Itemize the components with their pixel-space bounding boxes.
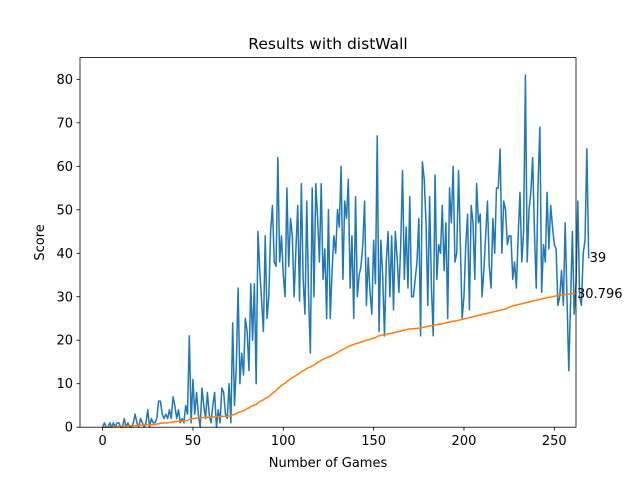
series-1-last-value-label: 39: [590, 251, 607, 266]
y-tick-label: 10: [56, 377, 73, 392]
x-tick-label: 150: [361, 434, 386, 449]
y-tick-label: 60: [56, 160, 73, 175]
y-tick-label: 30: [56, 290, 73, 305]
x-tick-label: 0: [98, 434, 106, 449]
series-2-last-value-label: 30.796: [577, 287, 623, 302]
y-tick-label: 40: [56, 247, 73, 262]
y-axis-ticks: 0 10 20 30 40 50 60 70 80: [56, 73, 80, 436]
end-annotations: 39 30.796: [577, 251, 623, 302]
y-axis-label: Score: [33, 224, 48, 260]
y-tick-label: 80: [56, 73, 73, 88]
series-line-1: [101, 74, 590, 429]
x-tick-label: 250: [542, 434, 567, 449]
plot-frame: [79, 57, 577, 428]
y-tick-label: 70: [56, 116, 73, 131]
x-tick-label: 100: [271, 434, 296, 449]
x-tick-label: 50: [185, 434, 202, 449]
chart-title: Results with distWall: [248, 35, 407, 53]
y-tick-label: 50: [56, 203, 73, 218]
series-line-2: [101, 292, 577, 428]
x-axis-ticks: 0 50 100 150 200 250: [98, 427, 567, 449]
y-tick-label: 0: [65, 421, 73, 436]
axes-spines: [79, 57, 577, 428]
x-axis-label: Number of Games: [269, 456, 388, 471]
series-layer: [101, 74, 590, 429]
x-tick-label: 200: [452, 434, 477, 449]
y-tick-label: 20: [56, 334, 73, 349]
